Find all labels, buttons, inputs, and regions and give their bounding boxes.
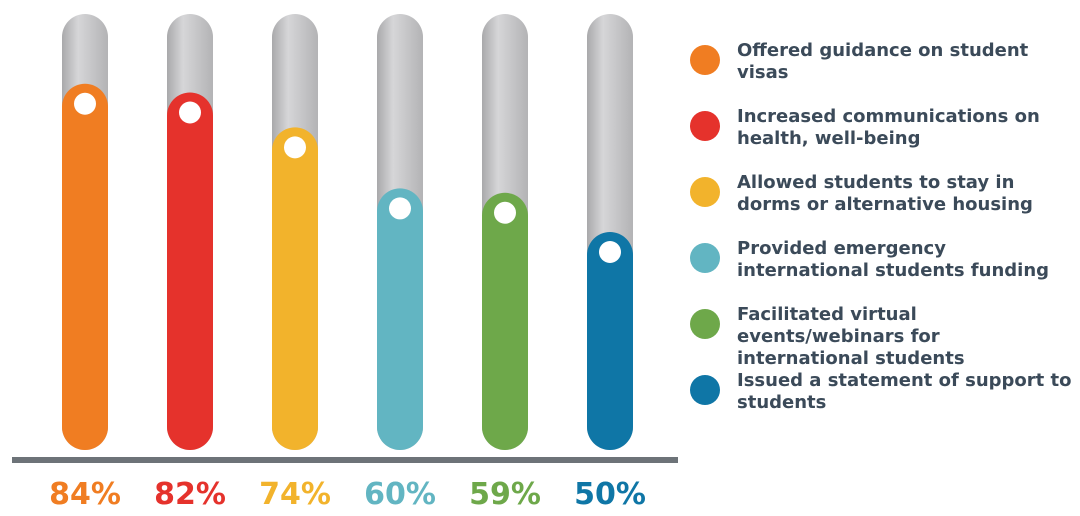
value-label: 84% [49,477,121,512]
bar-marker [599,241,621,263]
value-label: 82% [154,477,226,512]
bar-marker [494,201,516,224]
legend-item-virtual-events: Facilitated virtual events/webinars for … [690,304,1075,370]
legend-swatch [690,309,720,339]
bar [482,192,528,450]
legend-swatch [690,177,720,207]
legend-item-statement-support: Issued a statement of support to student… [690,370,1075,436]
legend-swatch [690,375,720,405]
legend-swatch [690,45,720,75]
legend-label: Allowed students to stay in dorms or alt… [737,172,1033,215]
legend-swatch [690,243,720,273]
bar-marker [389,197,411,220]
value-label: 50% [574,477,646,512]
legend-swatch [690,111,720,141]
value-label: 59% [469,477,541,512]
bar-marker [74,92,96,115]
legend-item-emergency-funding: Provided emergency international student… [690,238,1075,304]
value-label: 60% [364,477,436,512]
bar [587,232,633,450]
legend-label: Facilitated virtual events/webinars for … [737,304,965,369]
legend-label: Issued a statement of support to student… [737,370,1072,413]
bar [167,92,213,450]
bar [377,188,423,450]
legend-label: Provided emergency international student… [737,238,1050,281]
legend-item-health-communications: Increased communications on health, well… [690,106,1075,172]
bar-marker [284,136,306,159]
bar-marker [179,101,201,124]
bar [62,83,108,450]
legend-item-housing: Allowed students to stay in dorms or alt… [690,172,1075,238]
legend-label: Increased communications on health, well… [737,106,1040,149]
value-label: 74% [259,477,331,512]
legend-item-guidance-visas: Offered guidance on student visas [690,40,1075,106]
legend: Offered guidance on student visas Increa… [690,40,1075,436]
bar [272,127,318,451]
legend-label: Offered guidance on student visas [737,40,1029,83]
